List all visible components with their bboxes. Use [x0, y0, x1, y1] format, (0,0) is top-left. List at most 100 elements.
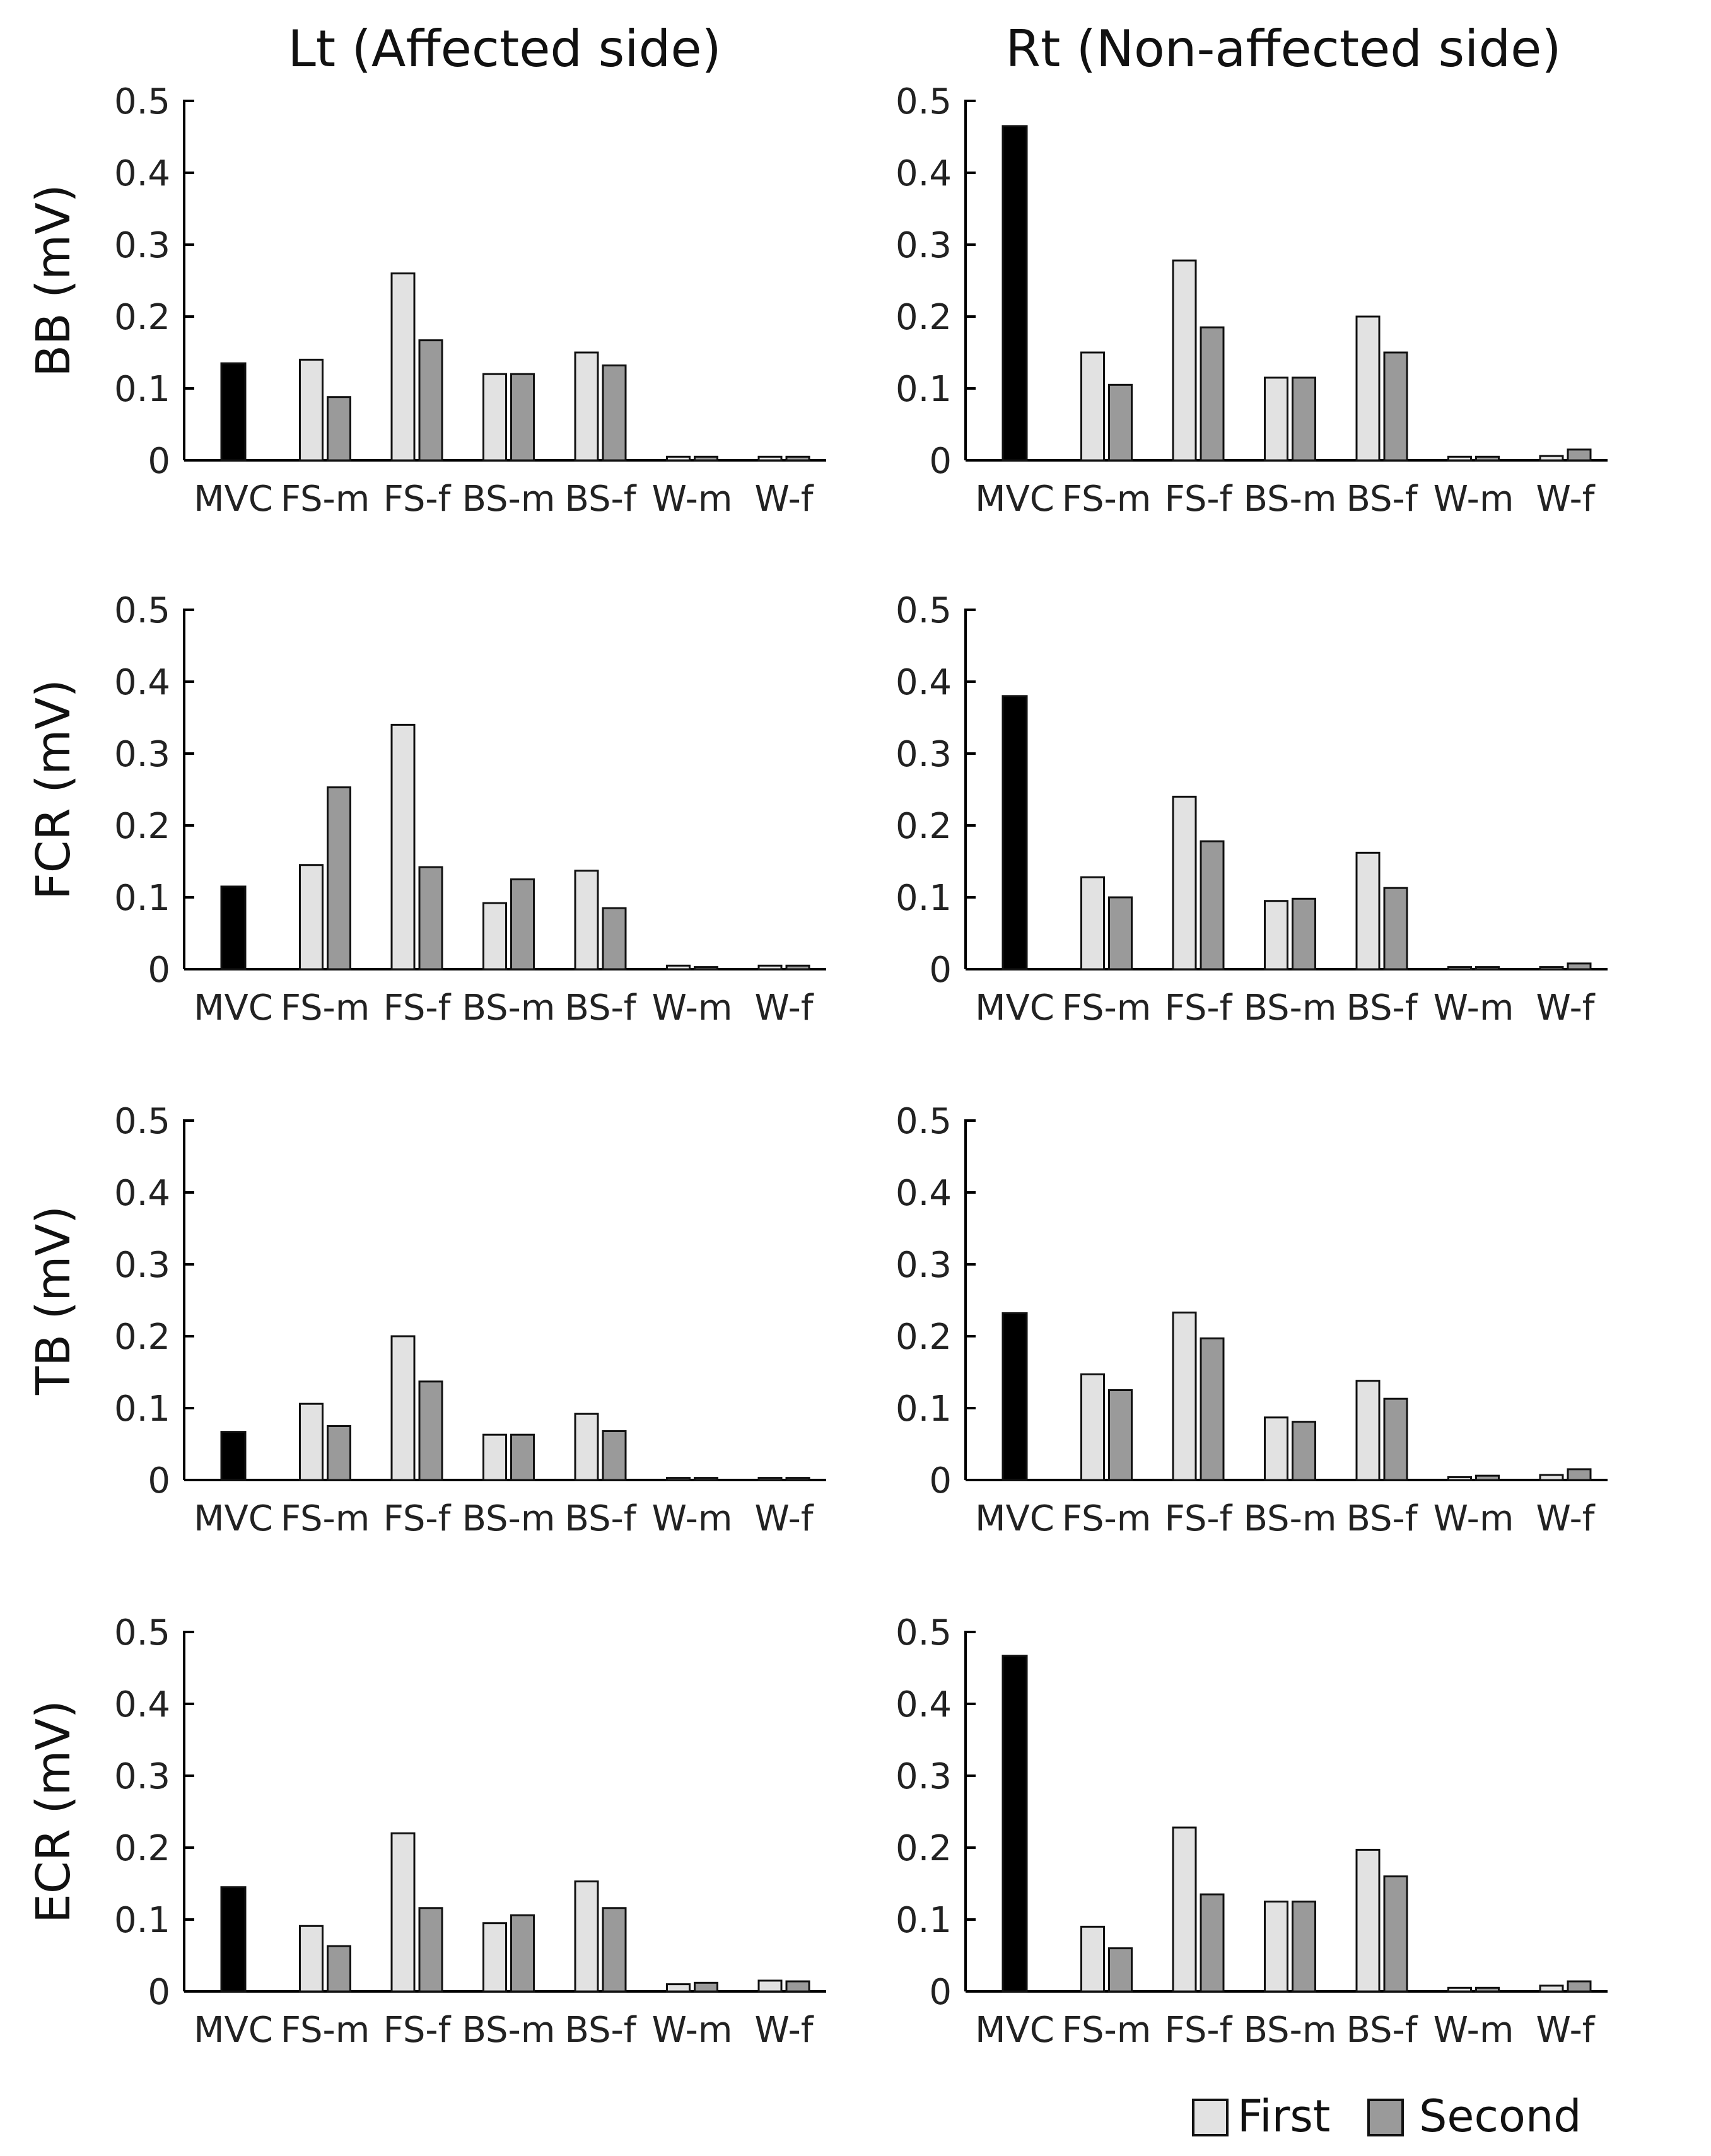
- bar-first-lt-bb: [757, 455, 783, 462]
- bar-second-lt-bb: [694, 455, 718, 462]
- x-tick-label-rt-ecr: W-f: [1536, 2010, 1595, 2051]
- x-tick-label-rt-tb: FS-f: [1165, 1498, 1233, 1539]
- bar-first-rt-tb: [1080, 1373, 1105, 1481]
- y-tick-label-lt-ecr: 0.5: [114, 1612, 170, 1653]
- bar-first-rt-ecr: [1080, 1925, 1105, 1993]
- bar-mvc-rt-bb: [1001, 125, 1028, 462]
- y-tick-label-rt-tb: 0.5: [896, 1101, 952, 1142]
- x-tick-label-lt-bb: BS-m: [462, 479, 556, 520]
- bar-second-lt-tb: [785, 1477, 810, 1481]
- x-tick-label-rt-ecr: FS-m: [1062, 2010, 1152, 2051]
- bar-second-rt-tb: [1292, 1421, 1316, 1481]
- bar-second-lt-tb: [602, 1430, 627, 1481]
- x-tick-label-rt-bb: BS-f: [1346, 479, 1418, 520]
- y-tick-label-rt-tb: 0.3: [896, 1245, 952, 1286]
- x-tick-label-rt-bb: FS-m: [1062, 479, 1152, 520]
- y-tick-label-rt-bb: 0.1: [896, 369, 952, 410]
- bar-first-rt-tb: [1447, 1476, 1472, 1481]
- x-tick-label-lt-tb: BS-f: [565, 1498, 637, 1539]
- x-tick-label-lt-ecr: FS-m: [281, 2010, 370, 2051]
- x-tick-label-lt-fcr: MVC: [194, 988, 273, 1028]
- bar-mvc-lt-bb: [220, 362, 247, 462]
- y-tick-label-rt-fcr: 0.1: [896, 878, 952, 919]
- bar-mvc-lt-tb: [220, 1431, 247, 1481]
- x-tick-label-rt-fcr: FS-f: [1165, 988, 1233, 1028]
- bar-first-rt-ecr: [1539, 1984, 1564, 1993]
- bar-second-rt-fcr: [1108, 896, 1133, 970]
- panel-rt-tb: 0 0.1 0.2 0.3 0.4 0.5 MVC FS-m FS-f BS-m BS-f W-m W-…: [896, 1101, 1608, 1539]
- x-tick-label-lt-fcr: FS-m: [281, 988, 370, 1028]
- y-tick-label-lt-tb: 0: [148, 1460, 170, 1501]
- x-tick-label-rt-fcr: BS-f: [1346, 988, 1418, 1028]
- x-tick-label-rt-fcr: BS-m: [1244, 988, 1337, 1028]
- legend-swatch-second: [1367, 2099, 1404, 2136]
- bar-second-rt-ecr: [1567, 1980, 1592, 1993]
- bar-first-rt-bb: [1172, 259, 1197, 462]
- bar-first-rt-ecr: [1172, 1826, 1197, 1993]
- x-tick-label-rt-tb: MVC: [975, 1498, 1054, 1539]
- x-tick-label-lt-fcr: BS-m: [462, 988, 556, 1028]
- y-tick-label-lt-bb: 0.3: [114, 225, 170, 266]
- y-tick-label-lt-tb: 0.2: [114, 1317, 170, 1358]
- panel-rt-ecr: 0 0.1 0.2 0.3 0.4 0.5 MVC FS-m FS-f BS-m BS-f W-m W-…: [896, 1612, 1608, 2051]
- bar-first-rt-ecr: [1447, 1986, 1472, 1993]
- y-tick-label-lt-ecr: 0.3: [114, 1756, 170, 1797]
- x-tick-label-rt-fcr: W-f: [1536, 988, 1595, 1028]
- x-tick-label-lt-tb: FS-m: [281, 1498, 370, 1539]
- bar-second-lt-bb: [602, 364, 627, 462]
- y-tick-label-rt-fcr: 0: [929, 950, 952, 991]
- bar-second-rt-tb: [1108, 1389, 1133, 1481]
- bar-first-lt-fcr: [390, 723, 416, 970]
- x-tick-label-rt-tb: BS-m: [1244, 1498, 1337, 1539]
- y-tick-label-lt-ecr: 0: [148, 1972, 170, 2013]
- x-tick-label-rt-ecr: BS-m: [1244, 2010, 1337, 2051]
- y-tick-label-lt-ecr: 0.2: [114, 1828, 170, 1869]
- x-tick-label-lt-ecr: BS-f: [565, 2010, 637, 2051]
- bar-first-lt-bb: [482, 373, 507, 462]
- y-tick-label-rt-fcr: 0.3: [896, 734, 952, 775]
- bar-second-rt-ecr: [1292, 1901, 1316, 1993]
- bar-second-lt-tb: [327, 1425, 351, 1481]
- x-tick-label-lt-fcr: BS-f: [565, 988, 637, 1028]
- panel-rt-fcr: 0 0.1 0.2 0.3 0.4 0.5 MVC FS-m FS-f BS-m BS-f W-m W-…: [896, 590, 1608, 1028]
- x-tick-label-lt-ecr: FS-f: [383, 2010, 452, 2051]
- y-tick-label-lt-fcr: 0.5: [114, 590, 170, 631]
- ylabel-lt-fcr: FCR (mV): [26, 679, 81, 900]
- x-tick-label-rt-ecr: FS-f: [1165, 2010, 1233, 2051]
- bar-first-rt-fcr: [1355, 851, 1381, 970]
- x-tick-label-rt-fcr: W-m: [1434, 988, 1514, 1028]
- bar-second-rt-ecr: [1383, 1875, 1408, 1993]
- y-tick-label-lt-ecr: 0.1: [114, 1900, 170, 1941]
- bar-first-rt-fcr: [1447, 966, 1472, 970]
- bar-first-rt-tb: [1539, 1474, 1564, 1481]
- y-tick-label-rt-ecr: 0.5: [896, 1612, 952, 1653]
- bar-second-rt-ecr: [1475, 1986, 1500, 1993]
- y-tick-label-lt-fcr: 0.2: [114, 806, 170, 847]
- x-tick-label-lt-tb: W-m: [652, 1498, 733, 1539]
- x-tick-label-lt-tb: FS-f: [383, 1498, 452, 1539]
- y-tick-label-rt-fcr: 0.4: [896, 662, 952, 703]
- panel-lt-fcr: FCR (mV) 0 0.1 0.2 0.3 0.4 0.5 MVC FS-m FS-f BS-m B…: [26, 590, 826, 1028]
- bar-first-rt-tb: [1355, 1380, 1381, 1481]
- x-tick-label-rt-bb: W-f: [1536, 479, 1595, 520]
- bar-second-rt-ecr: [1108, 1947, 1133, 1993]
- x-tick-label-lt-fcr: FS-f: [383, 988, 452, 1028]
- bar-second-lt-bb: [327, 396, 351, 462]
- bar-second-rt-bb: [1475, 455, 1500, 462]
- bar-first-lt-tb: [757, 1477, 783, 1481]
- bar-mvc-rt-fcr: [1001, 695, 1028, 970]
- y-tick-label-lt-tb: 0.3: [114, 1245, 170, 1286]
- x-tick-label-lt-bb: MVC: [194, 479, 273, 520]
- bar-first-lt-ecr: [666, 1983, 691, 1993]
- x-tick-label-lt-fcr: W-f: [754, 988, 814, 1028]
- y-tick-label-rt-ecr: 0.4: [896, 1684, 952, 1725]
- y-tick-label-rt-fcr: 0.2: [896, 806, 952, 847]
- y-tick-label-lt-fcr: 0.4: [114, 662, 170, 703]
- y-tick-label-lt-ecr: 0.4: [114, 1684, 170, 1725]
- x-tick-label-rt-ecr: BS-f: [1346, 2010, 1418, 2051]
- y-tick-label-rt-bb: 0.5: [896, 81, 952, 122]
- bar-first-rt-bb: [1447, 455, 1472, 462]
- bar-first-lt-fcr: [574, 870, 599, 970]
